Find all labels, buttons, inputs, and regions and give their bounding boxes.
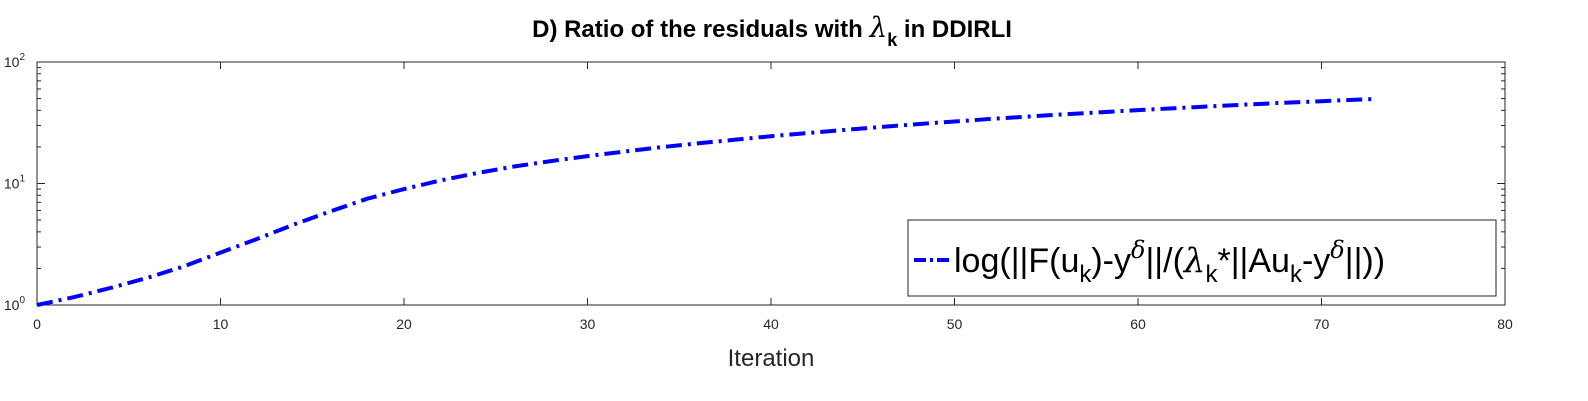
- x-tick-label: 20: [396, 316, 412, 332]
- y-tick-label: 102: [4, 52, 26, 70]
- chart-title: D) Ratio of the residuals with λk in DDI…: [532, 11, 1012, 50]
- legend-entry: log(||F(uk)-yδ||/(λk*||Auk-yδ||)): [954, 236, 1385, 288]
- legend-text-part: ||)): [1345, 242, 1385, 280]
- x-axis-ticks: 0 10 20 30 40 50 60 70 80: [33, 62, 1513, 332]
- y-tick-label: 101: [4, 174, 26, 192]
- y-axis-ticks: 100 101 102: [4, 52, 1505, 313]
- legend-text-part: log(||F(u: [954, 242, 1079, 280]
- y-tick-label: 100: [4, 295, 26, 313]
- series-line: [36, 96, 1377, 307]
- title-prefix: D) Ratio of the residuals with: [532, 16, 869, 43]
- x-axis-label: Iteration: [728, 345, 815, 372]
- legend-lambda: λ: [1182, 241, 1206, 281]
- x-tick-label: 10: [213, 316, 229, 332]
- legend-subscript: k: [1079, 261, 1092, 288]
- x-tick-label: 40: [763, 316, 779, 332]
- legend-superscript: δ: [1131, 236, 1145, 264]
- legend-text-part: ||/(: [1145, 242, 1184, 280]
- legend-superscript: δ: [1330, 236, 1344, 264]
- title-suffix: in DDIRLI: [897, 16, 1012, 43]
- x-tick-label: 70: [1314, 316, 1330, 332]
- x-tick-label: 0: [33, 316, 41, 332]
- legend-text-part: -y: [1302, 242, 1330, 280]
- legend-box: [907, 219, 1497, 297]
- x-tick-label: 30: [580, 316, 596, 332]
- legend-subscript: k: [1290, 261, 1303, 288]
- x-tick-label: 60: [1130, 316, 1146, 332]
- legend: log(||F(uk)-yδ||/(λk*||Auk-yδ||)): [907, 219, 1497, 297]
- x-tick-label: 50: [947, 316, 963, 332]
- x-tick-label: 80: [1497, 316, 1513, 332]
- title-subscript: k: [887, 30, 898, 50]
- legend-subscript: k: [1205, 261, 1218, 288]
- legend-text-part: )-y: [1091, 242, 1131, 280]
- title-lambda: λ: [868, 11, 887, 44]
- legend-text-part: *||Au: [1217, 242, 1289, 280]
